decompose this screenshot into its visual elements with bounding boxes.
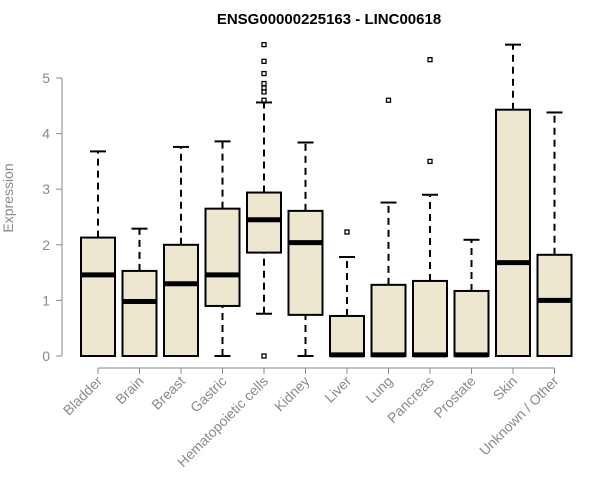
box-rect: [80, 236, 116, 358]
x-tick-label: Unknown / Other: [476, 373, 562, 459]
box-lung: [370, 97, 407, 358]
box-pancreas: [412, 57, 448, 358]
x-tick-label: Lung: [362, 373, 395, 406]
box-rect: [536, 253, 573, 357]
y-tick-label: 1: [42, 292, 50, 308]
y-tick-label: 4: [42, 126, 50, 142]
y-tick-label: 0: [42, 348, 50, 364]
box-rect: [495, 108, 531, 357]
outlier-point: [261, 353, 267, 359]
chart-title: ENSG00000225163 - LINC00618: [217, 11, 441, 28]
box-skin: [495, 43, 531, 357]
boxes: [80, 41, 573, 359]
box-rect: [204, 207, 241, 307]
x-tick-label: Brain: [112, 373, 146, 407]
outlier-point: [261, 70, 267, 77]
box-gastric: [204, 140, 241, 357]
outlier-point: [385, 97, 392, 103]
outlier-point: [344, 229, 350, 235]
box-rect: [453, 289, 490, 357]
outlier-point: [427, 158, 433, 165]
x-tick-label: Liver: [321, 373, 354, 406]
x-tick-label: Prostate: [430, 373, 478, 421]
box-rect: [329, 314, 365, 357]
box-breast: [163, 145, 199, 357]
box-hematopoietic-cells: [246, 41, 282, 359]
box-rect: [163, 243, 199, 357]
box-rect: [412, 279, 448, 357]
y-axis-label: Expression: [0, 163, 16, 232]
box-liver: [329, 229, 365, 358]
y-tick-label: 2: [42, 237, 50, 253]
box-kidney: [287, 141, 324, 357]
x-tick-label: Breast: [148, 373, 188, 413]
box-rect: [370, 283, 407, 357]
outlier-point: [427, 57, 433, 63]
box-rect: [121, 269, 158, 358]
box-rect: [287, 209, 324, 316]
outlier-point: [261, 58, 267, 64]
x-tick-label: Kidney: [271, 373, 313, 415]
y-tick-label: 3: [42, 181, 50, 197]
y-axis: 0 1 2 3 4 5: [42, 70, 63, 364]
box-prostate: [453, 238, 490, 358]
outlier-point: [261, 97, 267, 103]
outlier-point: [261, 80, 267, 87]
box-bladder: [80, 150, 116, 358]
box-rect: [246, 191, 282, 254]
outlier-point: [261, 41, 267, 48]
y-tick-label: 5: [42, 70, 50, 86]
x-tick-label: Skin: [490, 373, 521, 404]
outlier-point: [261, 85, 267, 91]
box-brain: [121, 227, 158, 358]
x-tick-label: Bladder: [60, 373, 106, 419]
box-unknown-other: [536, 111, 573, 357]
